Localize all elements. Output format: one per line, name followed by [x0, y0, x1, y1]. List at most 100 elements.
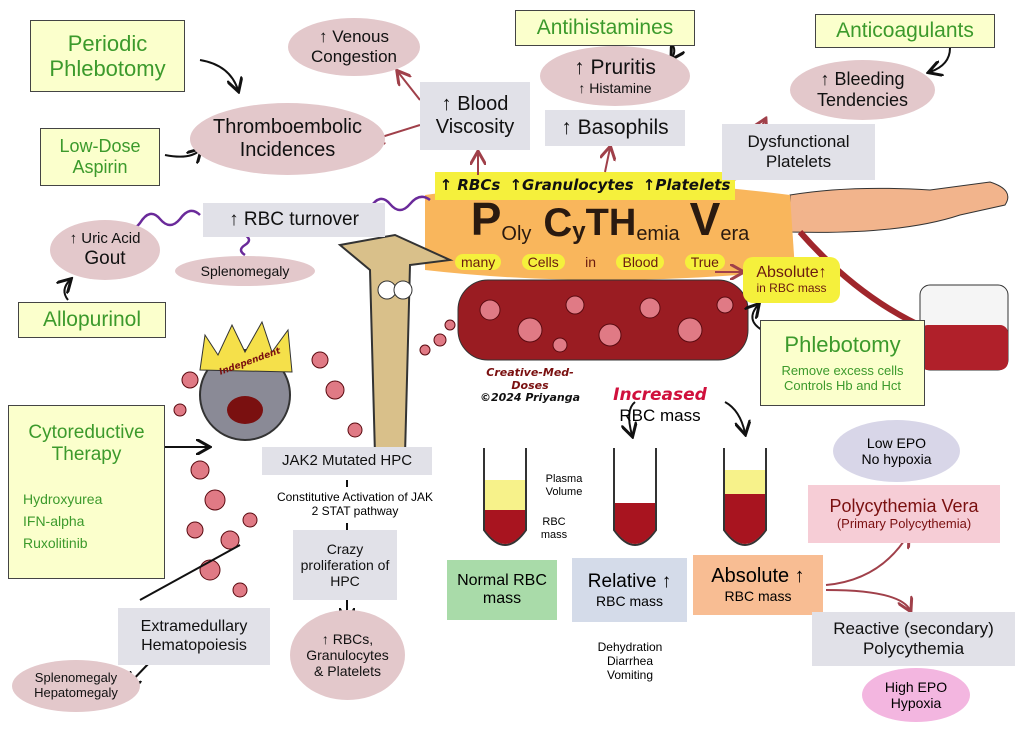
label: Allopurinol — [42, 307, 142, 331]
label: True — [684, 253, 725, 271]
label: JAK2 Mutated HPC — [281, 452, 413, 470]
epo-ellipse: High EPO Hypoxia — [862, 668, 970, 722]
tube-label: Plasma Volume — [534, 472, 594, 500]
label: Constitutive Activation of JAK 2 STAT pa… — [276, 490, 434, 518]
title-letter: Oly — [501, 223, 532, 245]
label: (Primary Polycythemia) — [836, 515, 972, 531]
treatment-box: Periodic Phlebotomy — [30, 20, 185, 92]
label: Relative ↑ — [587, 571, 672, 593]
title-letter: C — [543, 201, 573, 245]
class-box: Polycythemia Vera (Primary Polycythemia) — [808, 485, 1000, 543]
effect-ellipse: ↑ Bleeding Tendencies — [790, 60, 935, 120]
label: Vomiting — [606, 667, 654, 682]
label: ↑ Histamine — [578, 80, 652, 97]
list-item: Ruxolitinib — [23, 534, 88, 551]
label: Absolute ↑ — [711, 565, 805, 588]
treatment-box: Allopurinol — [18, 302, 166, 338]
label: ↑ Basophils — [561, 115, 669, 139]
effect-box: ↑ RBC turnover — [203, 203, 385, 237]
independent-cell — [199, 349, 291, 441]
label: ↑Platelets — [642, 176, 731, 195]
blood-vessel — [457, 279, 749, 361]
pathway-box: Extramedullary Hematopoiesis — [118, 608, 270, 665]
treatment-box: Antihistamines — [515, 10, 695, 46]
causes: Dehydration Diarrhea Vomiting — [580, 637, 680, 687]
banner-bg — [435, 172, 735, 200]
label: ↑ Venous Congestion — [310, 27, 397, 66]
pathway-box: Crazy proliferation of HPC — [293, 530, 397, 600]
label: Normal RBC mass — [457, 571, 547, 607]
label: Low EPO No hypoxia — [861, 434, 932, 467]
tube-label: RBC mass — [534, 515, 574, 543]
effect-ellipse: ↑ Pruritis ↑ Histamine — [540, 46, 690, 106]
label: Extramedullary Hematopoiesis — [140, 618, 248, 654]
label: Polycythemia Vera — [829, 496, 979, 517]
label: Creative-Med-Doses — [486, 366, 574, 392]
rbc-cells — [173, 295, 734, 598]
title-meaning: many Cells in Blood True — [455, 250, 725, 274]
label: Splenomegaly Hepatomegaly — [34, 670, 118, 700]
increased: Increased RBC mass — [600, 383, 720, 429]
label: High EPO Hypoxia — [884, 678, 948, 711]
label: ↑Granulocytes — [509, 176, 634, 195]
label: Cytoreductive Therapy — [28, 422, 145, 465]
label: ↑ Pruritis — [574, 55, 656, 79]
test-tubes — [483, 448, 767, 546]
crown — [199, 320, 293, 373]
bag-blood — [920, 325, 1008, 370]
label: Phlebotomy — [784, 332, 901, 358]
category-box: Absolute ↑ RBC mass — [693, 555, 823, 615]
label: Blood — [616, 253, 665, 271]
label: RBC mass — [540, 516, 568, 541]
label: Thromboembolic Incidences — [213, 116, 362, 161]
label: Controls Hb and Hct — [783, 377, 902, 393]
label: Increased — [613, 385, 707, 406]
absolute-box: Absolute↑ in RBC mass — [743, 257, 840, 303]
label: Crazy proliferation of HPC — [300, 540, 390, 590]
category-box: Relative ↑ RBC mass — [572, 558, 687, 622]
label: Cells — [521, 253, 565, 271]
label: RBC mass — [724, 588, 792, 605]
credit: Creative-Med-Doses ©2024 Priyanga — [470, 366, 590, 404]
arm — [789, 181, 1009, 233]
label: Reactive (secondary) Polycythemia — [833, 619, 994, 658]
treatment-box: Low-Dose Aspirin — [40, 128, 160, 186]
effect-box: ↑ Basophils — [545, 110, 685, 146]
effect-ellipse: Thromboembolic Incidences — [190, 103, 385, 175]
label: Periodic Phlebotomy — [49, 30, 166, 81]
treatment-box: Cytoreductive Therapy Hydroxyurea IFN-al… — [8, 405, 165, 579]
label: Low-Dose Aspirin — [59, 136, 141, 177]
treatment-box: Anticoagulants — [815, 14, 995, 48]
label: Plasma Volume — [545, 473, 583, 498]
pathway-ellipse: Splenomegaly Hepatomegaly — [12, 660, 140, 712]
class-box: Reactive (secondary) Polycythemia — [812, 612, 1015, 666]
label: Dysfunctional Platelets — [747, 132, 850, 171]
label: ↑ RBCs, Granulocytes & Platelets — [306, 630, 389, 680]
label: Absolute↑ — [756, 263, 827, 281]
label: Antihistamines — [536, 15, 674, 39]
squiggle — [239, 233, 251, 257]
label: Dehydration — [597, 640, 663, 655]
label: Splenomegaly — [200, 262, 290, 279]
effect-box: ↑ Blood Viscosity — [420, 82, 530, 150]
title-letter: era — [720, 223, 750, 245]
label: many — [455, 253, 502, 271]
jak2-character — [337, 233, 454, 456]
effect-ellipse: Splenomegaly — [175, 256, 315, 286]
label: RBC mass — [596, 592, 663, 609]
effect-ellipse: ↑ Uric Acid Gout — [50, 220, 160, 280]
pathway-box: JAK2 Mutated HPC — [262, 447, 432, 475]
title-letter: y — [572, 218, 586, 246]
list-item: IFN-alpha — [23, 512, 85, 529]
list-item: Hydroxyurea — [23, 490, 103, 507]
pathway-ellipse: ↑ RBCs, Granulocytes & Platelets — [290, 610, 405, 700]
title-letter: emia — [636, 223, 680, 245]
epo-ellipse: Low EPO No hypoxia — [833, 420, 960, 482]
label: Gout — [84, 247, 126, 269]
title-letter: P — [470, 193, 502, 246]
category-box: Normal RBC mass — [447, 560, 557, 620]
title-letter: V — [689, 193, 721, 246]
